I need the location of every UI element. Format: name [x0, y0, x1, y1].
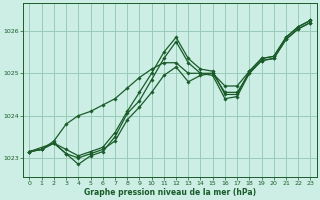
X-axis label: Graphe pression niveau de la mer (hPa): Graphe pression niveau de la mer (hPa): [84, 188, 256, 197]
